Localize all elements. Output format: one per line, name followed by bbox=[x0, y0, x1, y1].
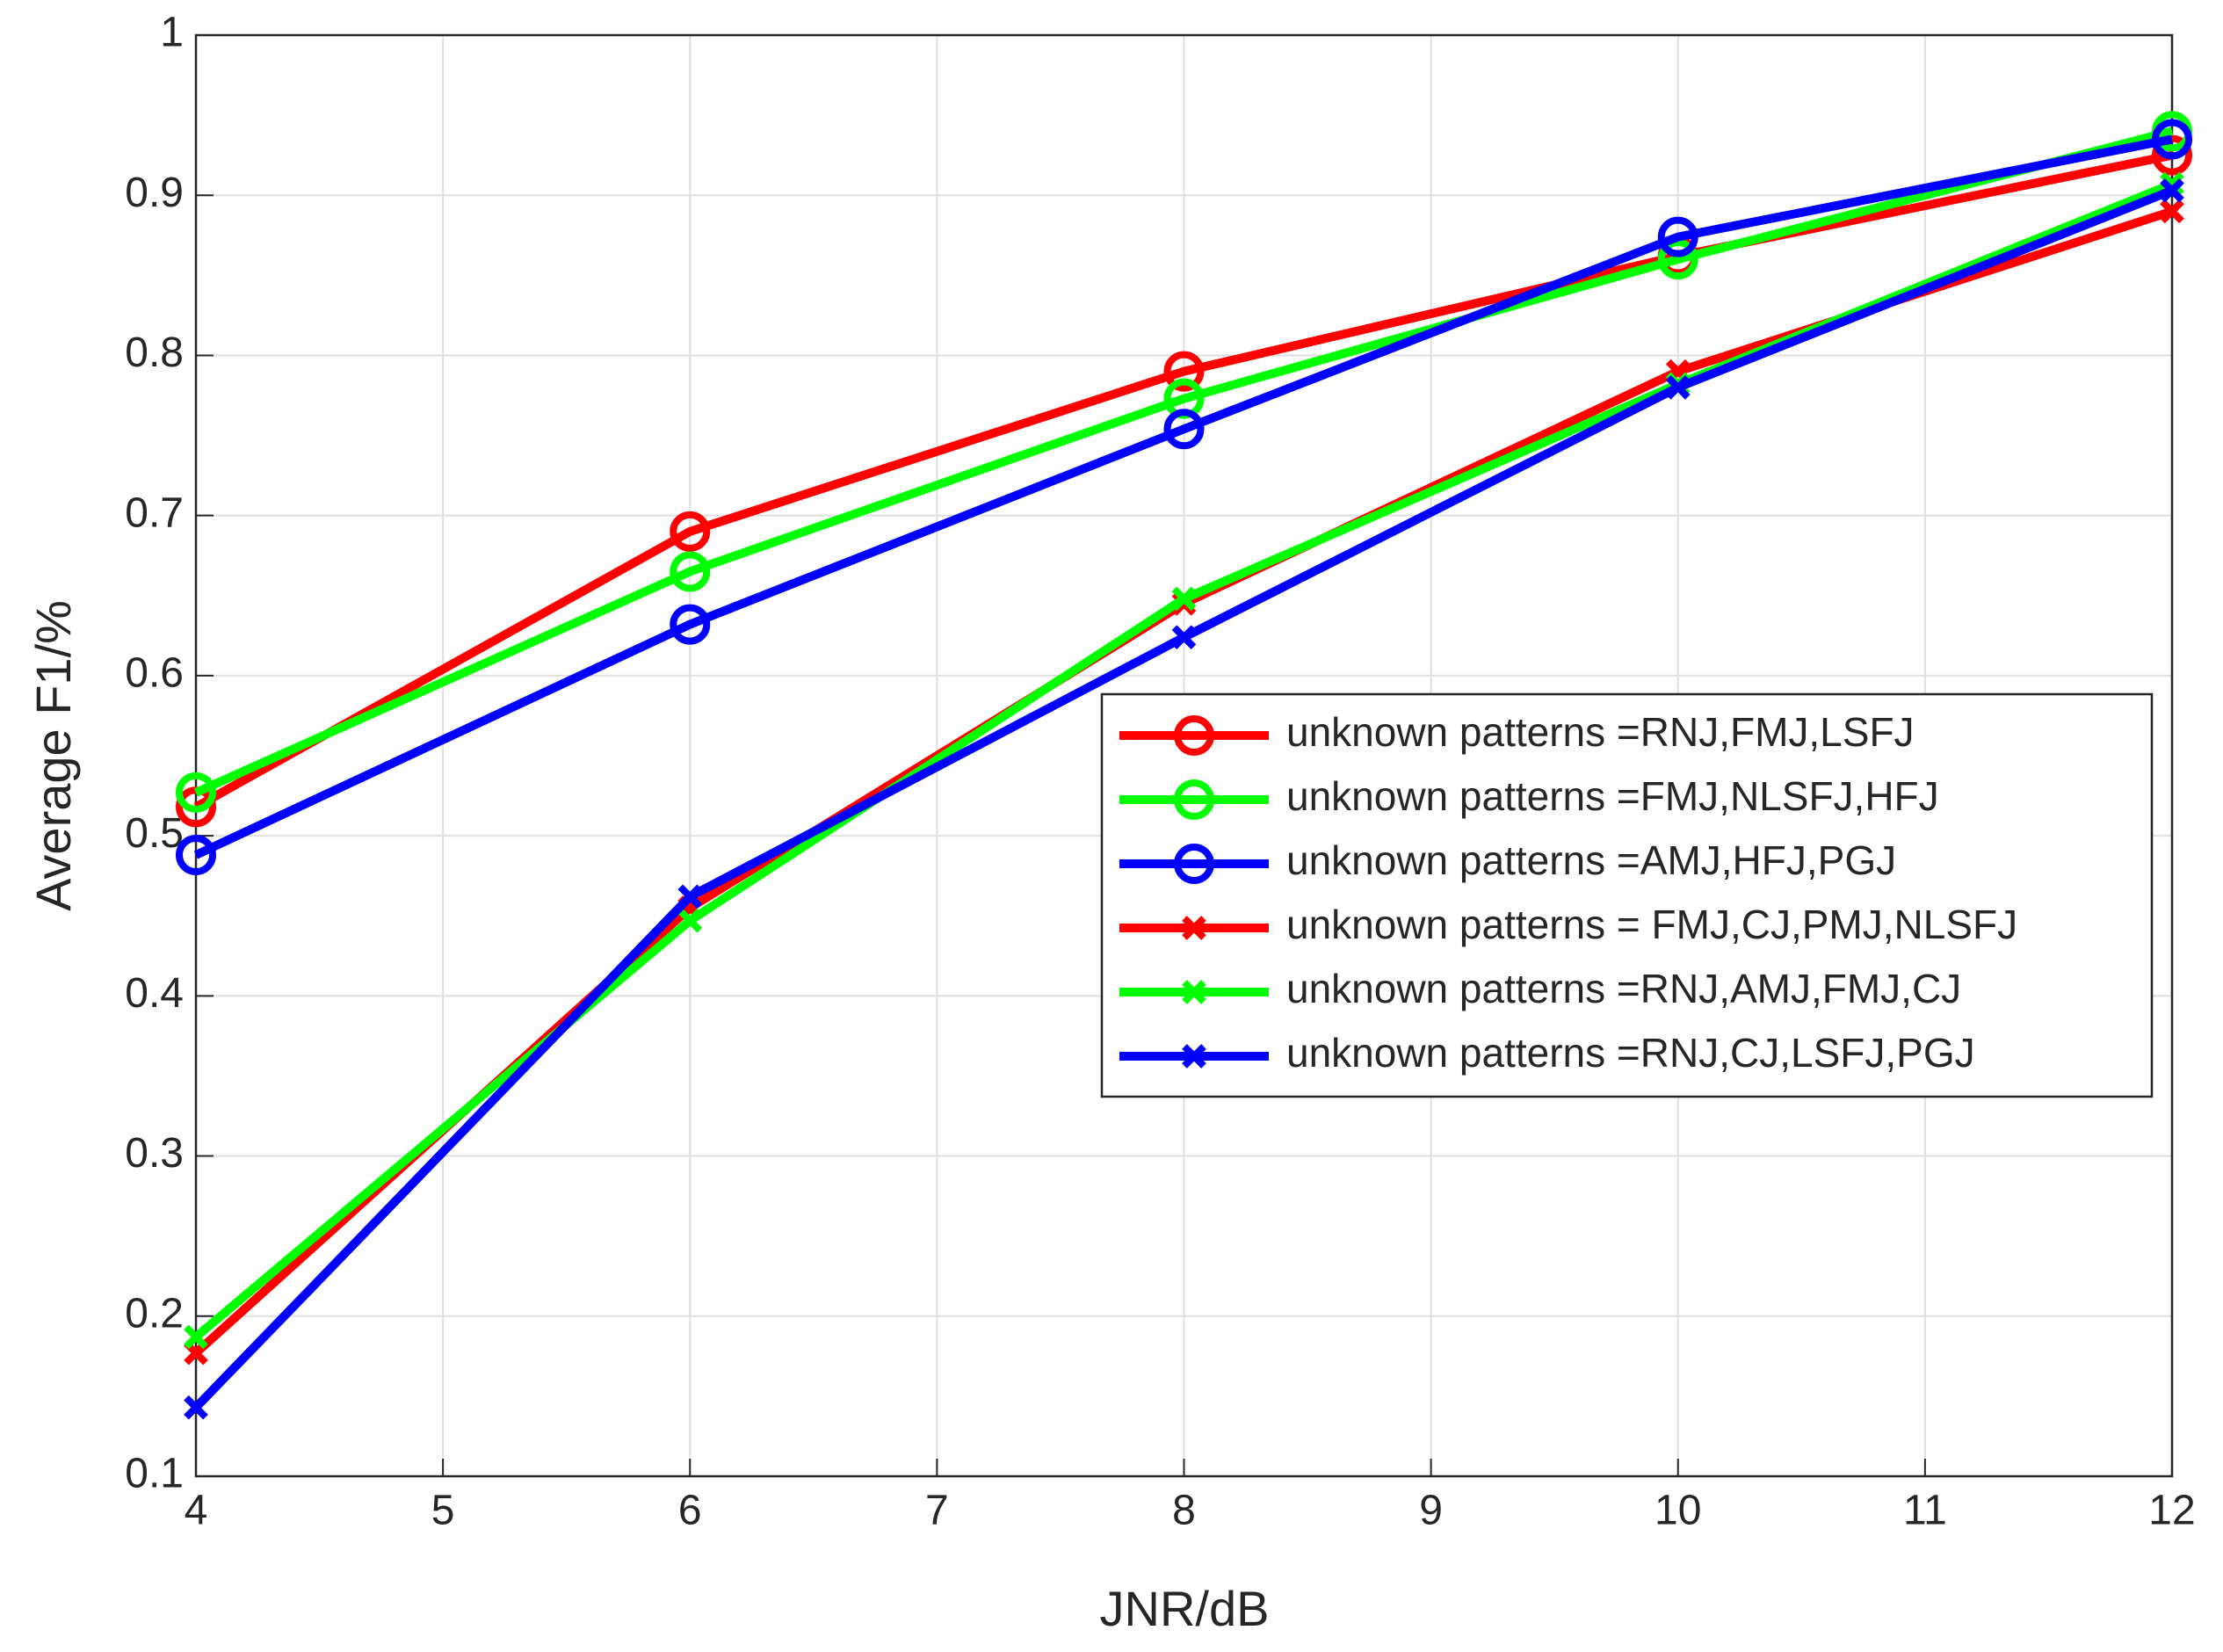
legend-label: unknown patterns =RNJ,AMJ,FMJ,CJ bbox=[1286, 966, 1961, 1011]
marker bbox=[670, 604, 711, 645]
series-line bbox=[193, 127, 2174, 797]
marker bbox=[184, 1395, 208, 1420]
marker bbox=[184, 1324, 208, 1350]
marker bbox=[2152, 119, 2192, 160]
marker bbox=[1665, 375, 1691, 400]
y-tick-label: 0.8 bbox=[125, 330, 184, 376]
y-tick-label: 1 bbox=[160, 10, 184, 56]
y-tick-label: 0.2 bbox=[125, 1290, 184, 1337]
marker bbox=[2160, 199, 2184, 224]
marker bbox=[677, 908, 703, 933]
marker bbox=[2152, 134, 2192, 176]
plot-frame bbox=[194, 33, 2174, 1478]
x-tick-label: 7 bbox=[925, 1488, 949, 1534]
x-tick-label: 10 bbox=[1655, 1488, 1701, 1534]
y-tick-label: 0.5 bbox=[125, 810, 184, 857]
legend-marker bbox=[1182, 1044, 1206, 1069]
marker bbox=[670, 551, 711, 592]
y-tick-label: 0.7 bbox=[125, 489, 184, 536]
x-tick-label: 11 bbox=[1903, 1488, 1947, 1534]
series-line bbox=[193, 150, 2174, 811]
y-tick-label: 0.6 bbox=[125, 650, 184, 697]
y-tick-label: 0.9 bbox=[125, 170, 184, 216]
marker bbox=[670, 511, 711, 552]
x-tick-label: 5 bbox=[431, 1488, 455, 1534]
marker bbox=[1657, 216, 1698, 257]
legend-marker bbox=[1182, 916, 1206, 940]
marker bbox=[176, 772, 216, 813]
marker bbox=[1171, 586, 1197, 612]
legend-marker bbox=[1174, 779, 1214, 820]
x-axis-label: JNR/dB bbox=[1100, 1581, 1270, 1636]
x-tick-label: 12 bbox=[2148, 1488, 2195, 1534]
legend-box bbox=[1100, 692, 2154, 1098]
y-tick-label: 0.4 bbox=[125, 970, 184, 1017]
marker bbox=[1171, 625, 1197, 649]
legend-label: unknown patterns = FMJ,CJ,PMJ,NLSFJ bbox=[1286, 902, 2017, 947]
marker bbox=[1163, 351, 1205, 392]
legend-marker bbox=[1174, 715, 1214, 756]
marker bbox=[1163, 409, 1205, 450]
legend-label: unknown patterns =RNJ,FMJ,LSFJ bbox=[1286, 709, 1915, 755]
legend-label: unknown patterns =RNJ,CJ,LSFJ,PGJ bbox=[1286, 1030, 1975, 1076]
y-tick-label: 0.3 bbox=[125, 1130, 184, 1177]
marker bbox=[677, 884, 703, 909]
marker bbox=[176, 834, 216, 875]
marker bbox=[2160, 178, 2184, 203]
x-tick-label: 9 bbox=[1419, 1488, 1443, 1534]
y-tick-label: 0.1 bbox=[125, 1451, 184, 1497]
legend-label: unknown patterns =FMJ,NLSFJ,HFJ bbox=[1286, 773, 1939, 819]
legend-label: unknown patterns =AMJ,HFJ,PGJ bbox=[1286, 837, 1896, 883]
y-axis-label: Average F1/% bbox=[25, 600, 81, 911]
series-line bbox=[193, 134, 2173, 859]
x-tick-label: 6 bbox=[678, 1488, 702, 1534]
x-tick-label: 4 bbox=[185, 1488, 208, 1534]
x-tick-label: 8 bbox=[1172, 1488, 1196, 1534]
marker bbox=[1657, 239, 1698, 280]
legend: unknown patterns =RNJ,FMJ,LSFJ unknown pa… bbox=[1100, 692, 2154, 1098]
legend-marker bbox=[1182, 980, 1206, 1004]
legend-marker bbox=[1174, 844, 1214, 884]
